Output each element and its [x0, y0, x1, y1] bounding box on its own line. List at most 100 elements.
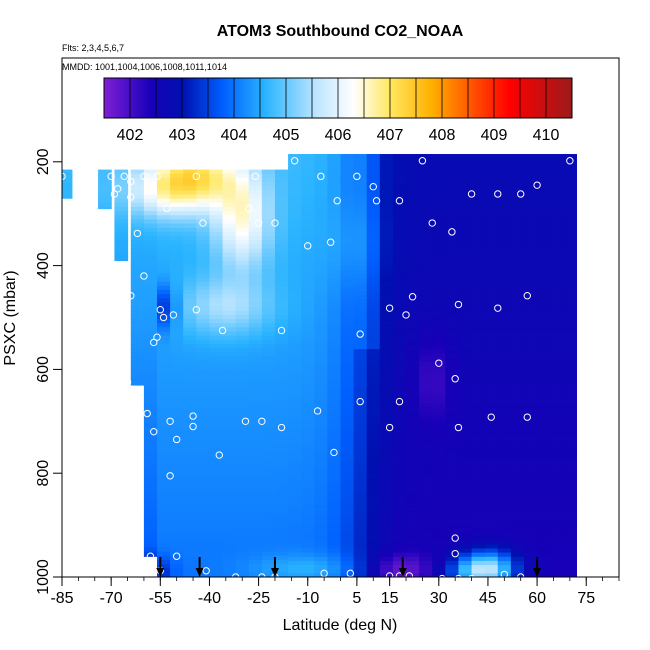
- heatmap-cell: [196, 236, 211, 241]
- heatmap-cell: [261, 439, 276, 445]
- heatmap-cell: [366, 340, 381, 346]
- y-axis-label: PSXC (mbar): [2, 270, 19, 365]
- heatmap-cell: [183, 310, 197, 316]
- heatmap-cell: [143, 418, 158, 424]
- heatmap-cell: [523, 527, 538, 533]
- heatmap-cell: [445, 490, 460, 496]
- heatmap-cell: [366, 511, 381, 516]
- heatmap-cell: [157, 373, 171, 378]
- heatmap-cell: [550, 303, 564, 309]
- heatmap-cell: [471, 332, 486, 338]
- heatmap-cell: [484, 162, 499, 168]
- heatmap-cell: [419, 216, 433, 222]
- heatmap-cell: [497, 261, 512, 267]
- heatmap-cell: [314, 473, 328, 479]
- heatmap-cell: [550, 162, 564, 168]
- heatmap-cell: [432, 162, 446, 168]
- heatmap-cell: [471, 353, 486, 359]
- heatmap-cell: [458, 573, 473, 577]
- heatmap-cell: [157, 352, 171, 358]
- heatmap-cell: [458, 187, 473, 192]
- heatmap-cell: [497, 353, 512, 359]
- heatmap-cell: [143, 472, 158, 478]
- heatmap-cell: [392, 336, 407, 342]
- heatmap-cell: [143, 514, 158, 519]
- heatmap-cell: [523, 407, 538, 413]
- heatmap-cell: [432, 178, 446, 184]
- heatmap-cell: [261, 273, 276, 279]
- heatmap-cell: [235, 555, 250, 561]
- heatmap-cell: [550, 183, 564, 188]
- heatmap-cell: [419, 407, 433, 413]
- heatmap-cell: [196, 451, 211, 457]
- heatmap-cell: [98, 169, 112, 175]
- heatmap-cell: [248, 298, 263, 304]
- heatmap-cell: [510, 365, 525, 371]
- heatmap-cell: [301, 486, 315, 491]
- heatmap-cell: [130, 310, 145, 316]
- heatmap-cell: [327, 552, 342, 558]
- heatmap-cell: [222, 273, 237, 279]
- heatmap-cell: [497, 411, 512, 417]
- x-tick-label: 30: [430, 590, 448, 607]
- heatmap-cell: [406, 162, 420, 168]
- heatmap-cell: [406, 295, 420, 300]
- heatmap-cell: [366, 303, 381, 309]
- heatmap-cell: [510, 282, 525, 288]
- heatmap-cell: [550, 398, 564, 404]
- heatmap-cell: [301, 353, 315, 359]
- heatmap-cell: [432, 573, 446, 577]
- heatmap-cell: [353, 303, 368, 309]
- heatmap-cell: [183, 522, 197, 528]
- heatmap-cell: [222, 219, 237, 225]
- heatmap-cell: [537, 237, 551, 242]
- heatmap-cell: [340, 552, 355, 558]
- heatmap-cell: [170, 485, 184, 490]
- heatmap-cell: [301, 245, 315, 251]
- heatmap-cell: [288, 482, 302, 487]
- heatmap-cell: [209, 215, 224, 221]
- heatmap-cell: [523, 220, 538, 226]
- heatmap-cell: [314, 191, 328, 197]
- heatmap-cell: [366, 419, 381, 425]
- heatmap-cell: [563, 257, 578, 263]
- heatmap-cell: [248, 310, 263, 316]
- heatmap-cell: [170, 526, 184, 532]
- heatmap-cell: [366, 203, 381, 209]
- heatmap-cell: [445, 448, 460, 454]
- heatmap-cell: [353, 452, 368, 458]
- heatmap-cell: [458, 357, 473, 363]
- heatmap-cell: [563, 515, 578, 520]
- heatmap-cell: [340, 336, 355, 342]
- heatmap-cell: [379, 494, 394, 500]
- heatmap-cell: [143, 422, 158, 428]
- heatmap-cell: [406, 452, 420, 458]
- sample-point: [418, 157, 427, 165]
- flights-note: Flts: 2,3,4,5,6,7: [62, 43, 124, 53]
- heatmap-cell: [471, 461, 486, 467]
- sample-points: [62, 157, 593, 577]
- heatmap-cell: [170, 472, 184, 478]
- heatmap-cell: [314, 432, 328, 437]
- heatmap-cell: [222, 422, 237, 428]
- heatmap-cell: [353, 191, 368, 197]
- heatmap-cell: [523, 403, 538, 408]
- heatmap-cell: [523, 249, 538, 255]
- heatmap-cell: [406, 423, 420, 429]
- heatmap-cell: [261, 480, 276, 486]
- heatmap-cell: [314, 212, 328, 217]
- heatmap-cell: [274, 190, 289, 196]
- heatmap-cell: [445, 353, 460, 359]
- heatmap-cell: [196, 169, 211, 175]
- heatmap-cell: [170, 186, 184, 191]
- heatmap-cell: [523, 452, 538, 458]
- heatmap-cell: [392, 448, 407, 454]
- heatmap-cell: [458, 565, 473, 570]
- heatmap-cell: [327, 519, 342, 525]
- heatmap-cell: [288, 274, 302, 280]
- heatmap-cell: [471, 457, 486, 462]
- sample-point: [467, 190, 476, 198]
- heatmap-cell: [406, 324, 420, 329]
- heatmap-cell: [170, 418, 184, 424]
- heatmap-cell: [484, 299, 499, 305]
